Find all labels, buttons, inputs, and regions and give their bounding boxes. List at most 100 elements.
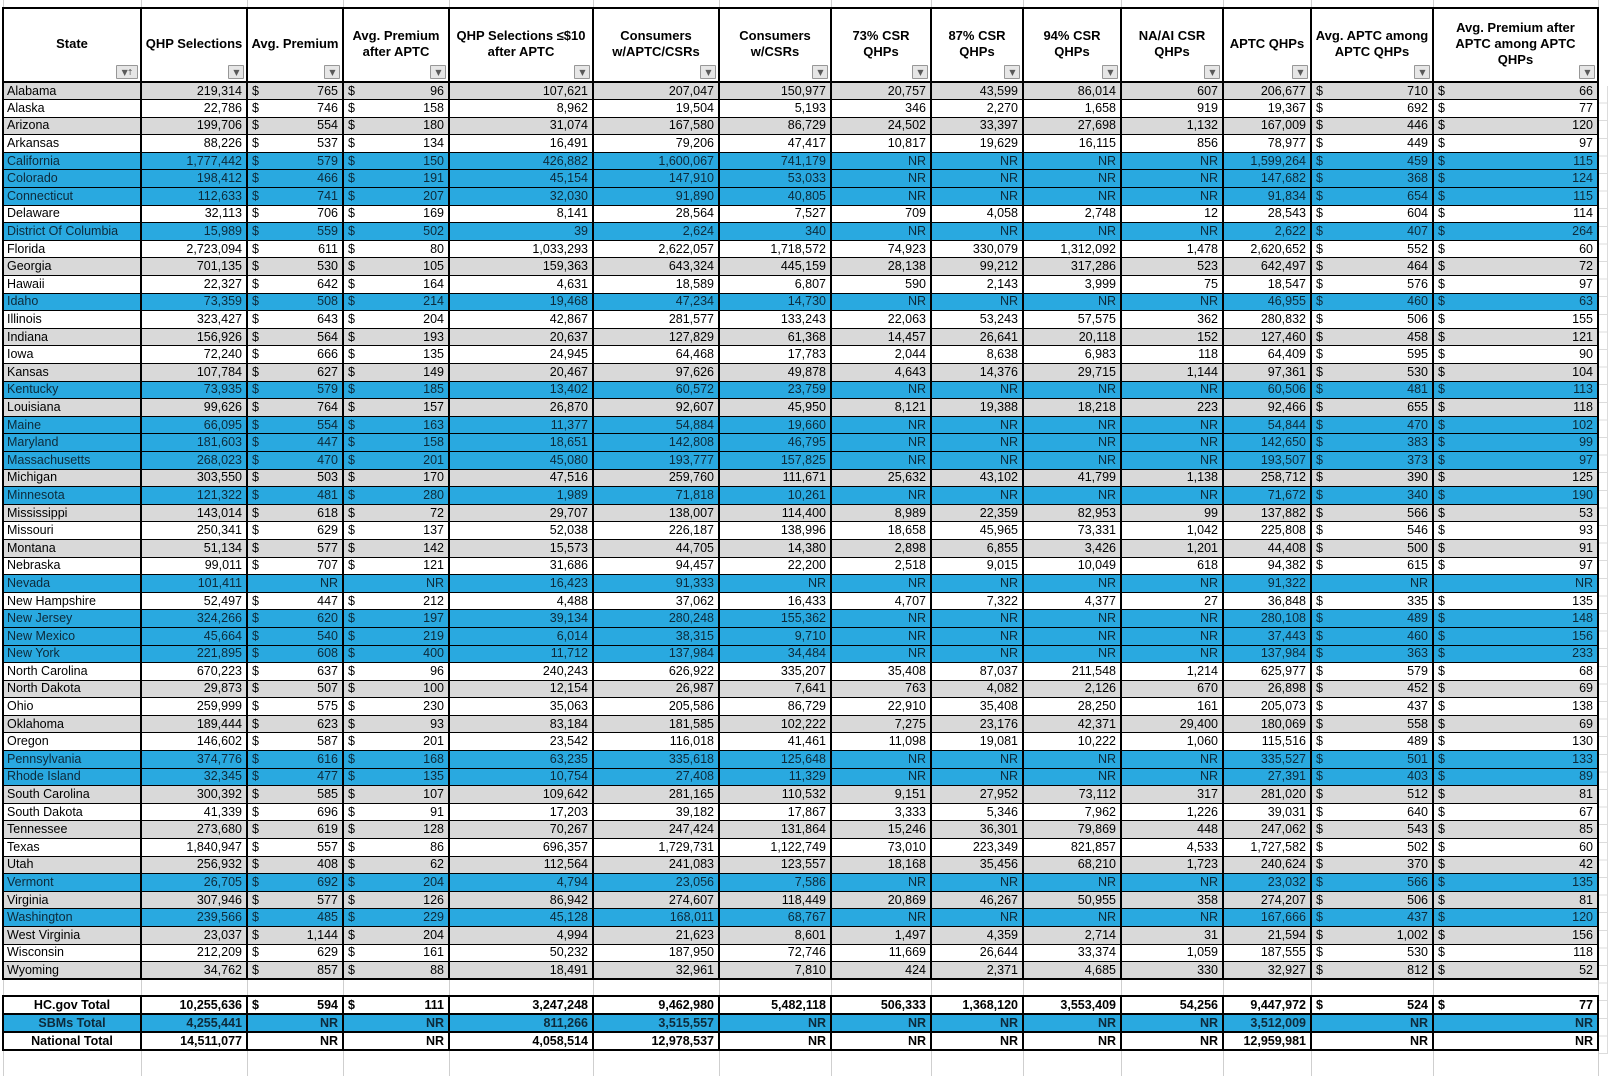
- cell-consumers_w_aptc_csrs: 3,515,557: [592, 1013, 720, 1034]
- column-header-label: QHP Selections ≤$10 after APTC: [456, 28, 586, 59]
- currency-symbol: $: [348, 875, 355, 890]
- cell-aptc_qhps: 94,382: [1222, 556, 1312, 576]
- filter-button[interactable]: ▼: [1204, 65, 1220, 79]
- cell-aptc_qhps: 180,069: [1222, 714, 1312, 734]
- cell-csr_73_qhps: 709: [830, 204, 932, 224]
- empty-grid-cell: [830, 1050, 932, 1077]
- cell-qhp_selections: 73,935: [140, 380, 248, 400]
- cell-qhp_selections_le10_after_aptc: 19,468: [448, 292, 594, 312]
- cell-qhp_selections: 670,223: [140, 662, 248, 681]
- filter-button[interactable]: ▼: [812, 65, 828, 79]
- cell-naai_csr_qhps: NR: [1120, 187, 1224, 206]
- filter-button[interactable]: ▼: [430, 65, 446, 79]
- filter-button[interactable]: ▼: [1292, 65, 1308, 79]
- cell-qhp_selections_le10_after_aptc: 18,651: [448, 433, 594, 452]
- currency-symbol: $: [1438, 945, 1445, 960]
- filter-button[interactable]: ▼: [1414, 65, 1430, 79]
- cell-value: 629: [317, 945, 338, 960]
- cell-aptc_qhps: 167,009: [1222, 116, 1312, 136]
- cell-avg_premium_after_aptc: $197: [342, 609, 450, 628]
- filter-button[interactable]: ▼: [1102, 65, 1118, 79]
- cell-avg_aptc_among_aptc_qhps: NR: [1310, 1031, 1434, 1052]
- currency-symbol: $: [252, 224, 259, 239]
- cell-value: 489: [1407, 611, 1428, 626]
- cell-csr_73_qhps: NR: [830, 169, 932, 189]
- cell-csr_73_qhps: 763: [830, 679, 932, 699]
- currency-symbol: $: [348, 505, 355, 520]
- currency-symbol: $: [348, 470, 355, 485]
- cell-avg_premium_after_aptc_among_aptc_qhps: $97: [1432, 450, 1599, 470]
- cell-consumers_w_csrs: 123,557: [718, 855, 832, 875]
- cell-value: 197: [423, 611, 444, 626]
- state-cell: New Hampshire: [2, 591, 142, 611]
- state-cell: Alaska: [2, 99, 142, 118]
- cell-avg_premium_after_aptc: $193: [342, 327, 450, 347]
- cell-consumers_w_aptc_csrs: 207,047: [592, 81, 720, 101]
- filter-button[interactable]: ▼: [228, 65, 244, 79]
- cell-avg_premium: $557: [246, 838, 344, 857]
- filter-button[interactable]: ▼: [574, 65, 590, 79]
- filter-button[interactable]: ▼: [324, 65, 340, 79]
- currency-symbol: $: [1438, 892, 1445, 907]
- filter-button[interactable]: ▼: [1579, 65, 1595, 79]
- cell-avg_aptc_among_aptc_qhps: $530: [1310, 943, 1434, 963]
- cell-csr_94_qhps: 7,962: [1022, 802, 1122, 822]
- cell-qhp_selections: 259,999: [140, 697, 248, 716]
- state-row: New York 221,895 $608 $400 11,712 137,984 34,4…: [2, 644, 1599, 664]
- currency-symbol: $: [1316, 487, 1323, 502]
- cell-csr_73_qhps: 2,898: [830, 538, 932, 558]
- filter-button[interactable]: ▼: [1004, 65, 1020, 79]
- currency-symbol: $: [1438, 822, 1445, 837]
- cell-csr_94_qhps: 20,118: [1022, 327, 1122, 347]
- cell-value: 69: [1579, 716, 1593, 731]
- cell-qhp_selections_le10_after_aptc: 20,467: [448, 363, 594, 382]
- currency-symbol: $: [252, 399, 259, 414]
- cell-value: 77: [1579, 100, 1593, 115]
- filter-button[interactable]: ▼: [700, 65, 716, 79]
- currency-symbol: $: [348, 839, 355, 854]
- cell-avg_premium: $466: [246, 169, 344, 189]
- state-row: Idaho 73,359 $508 $214 19,468 47,234 14,730 NR N…: [2, 292, 1599, 312]
- cell-consumers_w_csrs: 102,222: [718, 714, 832, 734]
- cell-consumers_w_csrs: 61,368: [718, 327, 832, 347]
- currency-symbol: $: [348, 628, 355, 643]
- currency-symbol: $: [252, 593, 259, 608]
- cell-avg_aptc_among_aptc_qhps: $363: [1310, 644, 1434, 664]
- cell-qhp_selections_le10_after_aptc: 12,154: [448, 679, 594, 699]
- cell-naai_csr_qhps: 919: [1120, 99, 1224, 118]
- cell-value: 447: [317, 435, 338, 450]
- cell-qhp_selections_le10_after_aptc: 18,491: [448, 961, 594, 981]
- cell-avg_aptc_among_aptc_qhps: $500: [1310, 538, 1434, 558]
- cell-value: 629: [317, 523, 338, 538]
- cell-avg_premium_after_aptc_among_aptc_qhps: $77: [1432, 99, 1599, 118]
- currency-symbol: $: [252, 171, 259, 186]
- cell-consumers_w_csrs: 10,261: [718, 486, 832, 505]
- cell-csr_73_qhps: 590: [830, 275, 932, 294]
- cell-csr_94_qhps: NR: [1022, 151, 1122, 171]
- cell-naai_csr_qhps: 29,400: [1120, 714, 1224, 734]
- cell-consumers_w_aptc_csrs: 205,586: [592, 697, 720, 716]
- cell-consumers_w_csrs: 86,729: [718, 116, 832, 136]
- cell-value: 530: [1407, 945, 1428, 960]
- sort-filter-button[interactable]: ▼↑: [116, 65, 138, 79]
- cell-qhp_selections_le10_after_aptc: 45,128: [448, 908, 594, 927]
- cell-consumers_w_aptc_csrs: 12,978,537: [592, 1031, 720, 1052]
- currency-symbol: $: [348, 312, 355, 327]
- cell-consumers_w_aptc_csrs: 92,607: [592, 398, 720, 417]
- currency-symbol: $: [1438, 875, 1445, 890]
- cell-value: 134: [423, 136, 444, 151]
- cell-avg_aptc_among_aptc_qhps: $370: [1310, 855, 1434, 875]
- cell-csr_94_qhps: NR: [1022, 433, 1122, 452]
- column-header-label: 94% CSR QHPs: [1043, 28, 1101, 59]
- cell-value: 118: [1573, 945, 1593, 960]
- cell-avg_premium_after_aptc_among_aptc_qhps: $102: [1432, 415, 1599, 435]
- cell-avg_aptc_among_aptc_qhps: $489: [1310, 609, 1434, 628]
- cell-consumers_w_aptc_csrs: 1,729,731: [592, 838, 720, 857]
- cell-value: 133: [1572, 751, 1593, 766]
- cell-avg_premium_after_aptc_among_aptc_qhps: $114: [1432, 204, 1599, 224]
- currency-symbol: $: [1438, 470, 1445, 485]
- cell-avg_premium_after_aptc: $158: [342, 99, 450, 118]
- filter-button[interactable]: ▼: [912, 65, 928, 79]
- cell-value: 190: [1572, 487, 1593, 502]
- cell-aptc_qhps: 206,677: [1222, 81, 1312, 101]
